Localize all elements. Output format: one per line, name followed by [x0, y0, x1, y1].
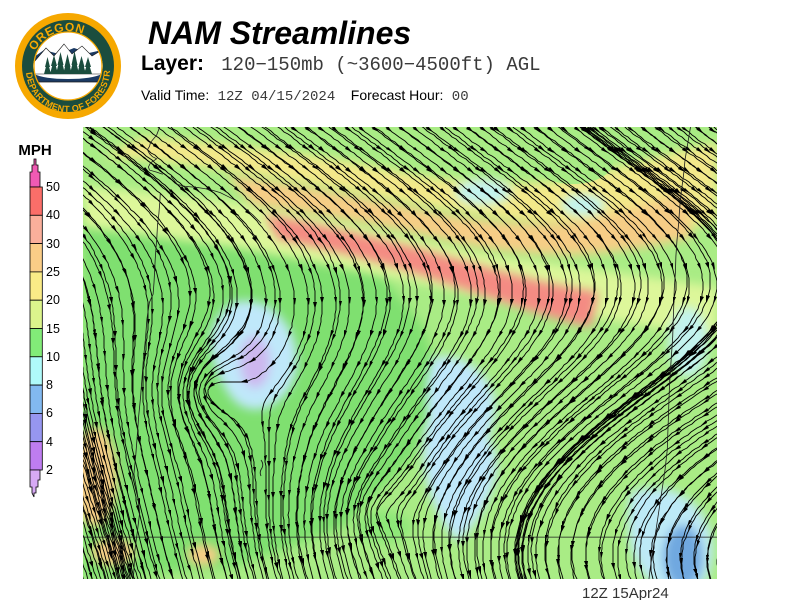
svg-text:15: 15	[46, 322, 60, 336]
svg-text:50: 50	[46, 180, 60, 194]
svg-text:MPH: MPH	[18, 142, 51, 159]
svg-text:6: 6	[46, 406, 53, 420]
svg-text:4: 4	[46, 435, 53, 449]
svg-text:30: 30	[46, 237, 60, 251]
svg-text:40: 40	[46, 208, 60, 222]
svg-text:2: 2	[46, 463, 53, 477]
svg-text:25: 25	[46, 265, 60, 279]
svg-text:20: 20	[46, 293, 60, 307]
svg-text:10: 10	[46, 350, 60, 364]
svg-text:8: 8	[46, 378, 53, 392]
